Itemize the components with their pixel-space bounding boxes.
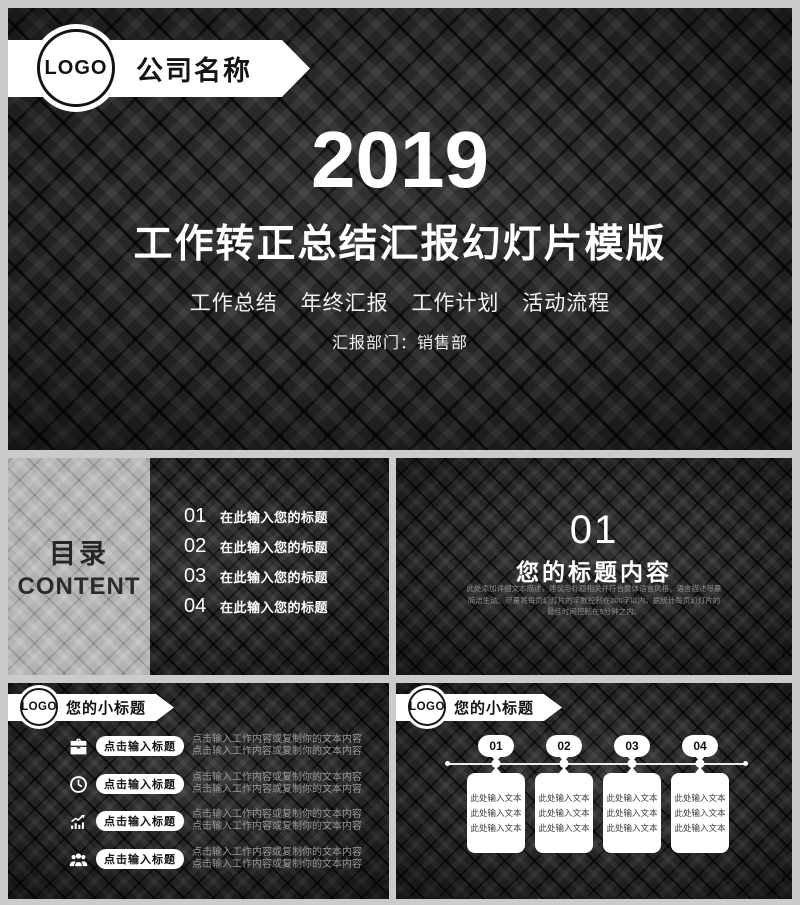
milestone-number-bubble: 03	[614, 735, 650, 757]
growth-chart-icon	[65, 810, 91, 832]
milestone-1: 01 此处输入文本 此处输入文本 此处输入文本	[467, 735, 525, 857]
card-line: 此处输入文本	[606, 823, 658, 833]
list-row: 点击输入标题 点击输入工作内容或复制你的文本内容 点击输入工作内容或复制你的文本…	[8, 847, 389, 871]
slide-timeline: 您的小标题 LOGO 01 此处输入文本 此处输入文本 此处输入文本 02 此处…	[396, 683, 792, 899]
milestone-2: 02 此处输入文本 此处输入文本 此处输入文本	[535, 735, 593, 857]
toc-list: 01 在此输入您的标题 02 在此输入您的标题 03 在此输入您的标题 04 在…	[184, 505, 328, 625]
toc-item-number: 02	[184, 535, 207, 557]
slide-icon-list: 您的小标题 LOGO 点击输入标题 点击输入工作内容或复制你的文本内容 点击输入…	[8, 683, 389, 899]
toc-item-3: 03 在此输入您的标题	[184, 565, 329, 587]
slide-toc: 目录 CONTENT 01 在此输入您的标题 02 在此输入您的标题 03 在此…	[8, 458, 389, 675]
row-description: 点击输入工作内容或复制你的文本内容 点击输入工作内容或复制你的文本内容	[192, 734, 362, 758]
milestone-card: 此处输入文本 此处输入文本 此处输入文本	[671, 773, 729, 853]
toc-item-4: 04 在此输入您的标题	[184, 595, 329, 617]
row-description: 点击输入工作内容或复制你的文本内容 点击输入工作内容或复制你的文本内容	[192, 809, 362, 833]
toc-item-label: 在此输入您的标题	[220, 570, 329, 585]
milestone-card: 此处输入文本 此处输入文本 此处输入文本	[603, 773, 661, 853]
cover-subtitle: 工作总结 年终汇报 工作计划 活动流程	[189, 292, 611, 315]
logo-ring	[37, 29, 115, 107]
logo-badge: LOGO	[405, 685, 449, 729]
milestone-number-bubble: 01	[478, 735, 514, 757]
timeline-end-dot	[743, 761, 748, 766]
cover-year: 2019	[311, 115, 489, 204]
toc-title-en: CONTENT	[17, 573, 141, 600]
toc-item-1: 01 在此输入您的标题	[184, 505, 329, 527]
card-line: 此处输入文本	[606, 808, 658, 818]
milestone-4: 04 此处输入文本 此处输入文本 此处输入文本	[671, 735, 729, 857]
toc-item-number: 03	[184, 565, 207, 587]
row-description: 点击输入工作内容或复制你的文本内容 点击输入工作内容或复制你的文本内容	[192, 772, 362, 796]
timeline-end-dot	[445, 761, 450, 766]
toc-item-2: 02 在此输入您的标题	[184, 535, 329, 557]
card-line: 此处输入文本	[470, 823, 522, 833]
logo-badge: LOGO	[17, 685, 61, 729]
subtitle-text: 您的小标题	[65, 700, 146, 717]
milestone-card: 此处输入文本 此处输入文本 此处输入文本	[535, 773, 593, 853]
milestone-card: 此处输入文本 此处输入文本 此处输入文本	[467, 773, 525, 853]
row-description-line: 点击输入工作内容或复制你的文本内容	[192, 821, 362, 832]
toc-title-cn: 目录	[49, 539, 109, 569]
row-description: 点击输入工作内容或复制你的文本内容 点击输入工作内容或复制你的文本内容	[192, 847, 362, 871]
title-button[interactable]: 点击输入标题	[96, 736, 184, 756]
toc-item-label: 在此输入您的标题	[220, 510, 329, 525]
logo-ring	[20, 688, 58, 726]
row-description-line: 点击输入工作内容或复制你的文本内容	[192, 847, 362, 858]
row-description-line: 点击输入工作内容或复制你的文本内容	[192, 734, 362, 745]
cover-department: 汇报部门：销售部	[331, 335, 468, 352]
row-description-line: 点击输入工作内容或复制你的文本内容	[192, 809, 362, 820]
slide-cover: 公司名称 LOGO 2019 工作转正总结汇报幻灯片模版 工作总结 年终汇报 工…	[8, 8, 792, 450]
row-description-line: 点击输入工作内容或复制你的文本内容	[192, 746, 362, 757]
slide-section-header: 01 您的标题内容 此处添加详细文本描述，建议与标题相关并符合整体语言风格，语言…	[396, 458, 792, 675]
clock-icon	[65, 773, 91, 795]
toc-panel: 目录 CONTENT	[8, 458, 150, 675]
row-description-line: 点击输入工作内容或复制你的文本内容	[192, 859, 362, 870]
title-button[interactable]: 点击输入标题	[96, 849, 184, 869]
card-line: 此处输入文本	[538, 823, 590, 833]
cover-title: 工作转正总结汇报幻灯片模版	[133, 223, 667, 266]
logo-ring	[408, 688, 446, 726]
card-line: 此处输入文本	[538, 808, 590, 818]
briefcase-icon	[65, 735, 91, 757]
card-line: 此处输入文本	[538, 793, 590, 803]
card-line: 此处输入文本	[674, 823, 726, 833]
card-line: 此处输入文本	[470, 793, 522, 803]
milestone-dot	[695, 759, 705, 768]
milestone-dot	[491, 759, 501, 768]
section-number: 01	[569, 508, 619, 552]
toc-item-label: 在此输入您的标题	[220, 600, 329, 615]
card-line: 此处输入文本	[674, 808, 726, 818]
toc-item-number: 04	[184, 595, 207, 617]
title-button[interactable]: 点击输入标题	[96, 774, 184, 794]
list-row: 点击输入标题 点击输入工作内容或复制你的文本内容 点击输入工作内容或复制你的文本…	[8, 809, 389, 833]
list-row: 点击输入标题 点击输入工作内容或复制你的文本内容 点击输入工作内容或复制你的文本…	[8, 772, 389, 796]
timeline-line	[448, 763, 744, 765]
row-description-line: 点击输入工作内容或复制你的文本内容	[192, 772, 362, 783]
team-icon	[65, 848, 91, 870]
milestone-dot	[559, 759, 569, 768]
milestone-number-bubble: 04	[682, 735, 718, 757]
milestone-number-bubble: 02	[546, 735, 582, 757]
subtitle-text: 您的小标题	[453, 700, 534, 717]
toc-item-number: 01	[184, 505, 207, 527]
company-name: 公司名称	[136, 56, 252, 86]
row-description-line: 点击输入工作内容或复制你的文本内容	[192, 784, 362, 795]
logo-badge: LOGO	[32, 24, 120, 112]
milestone-3: 03 此处输入文本 此处输入文本 此处输入文本	[603, 735, 661, 857]
card-line: 此处输入文本	[674, 793, 726, 803]
title-button[interactable]: 点击输入标题	[96, 811, 184, 831]
toc-item-label: 在此输入您的标题	[220, 540, 329, 555]
list-row: 点击输入标题 点击输入工作内容或复制你的文本内容 点击输入工作内容或复制你的文本…	[8, 734, 389, 758]
milestone-dot	[627, 759, 637, 768]
section-title: 您的标题内容	[516, 559, 672, 585]
card-line: 此处输入文本	[470, 808, 522, 818]
card-line: 此处输入文本	[606, 793, 658, 803]
section-body: 此处添加详细文本描述，建议与标题相关并符合整体语言风格，语言描述尽量简洁生动。尽…	[466, 584, 722, 617]
